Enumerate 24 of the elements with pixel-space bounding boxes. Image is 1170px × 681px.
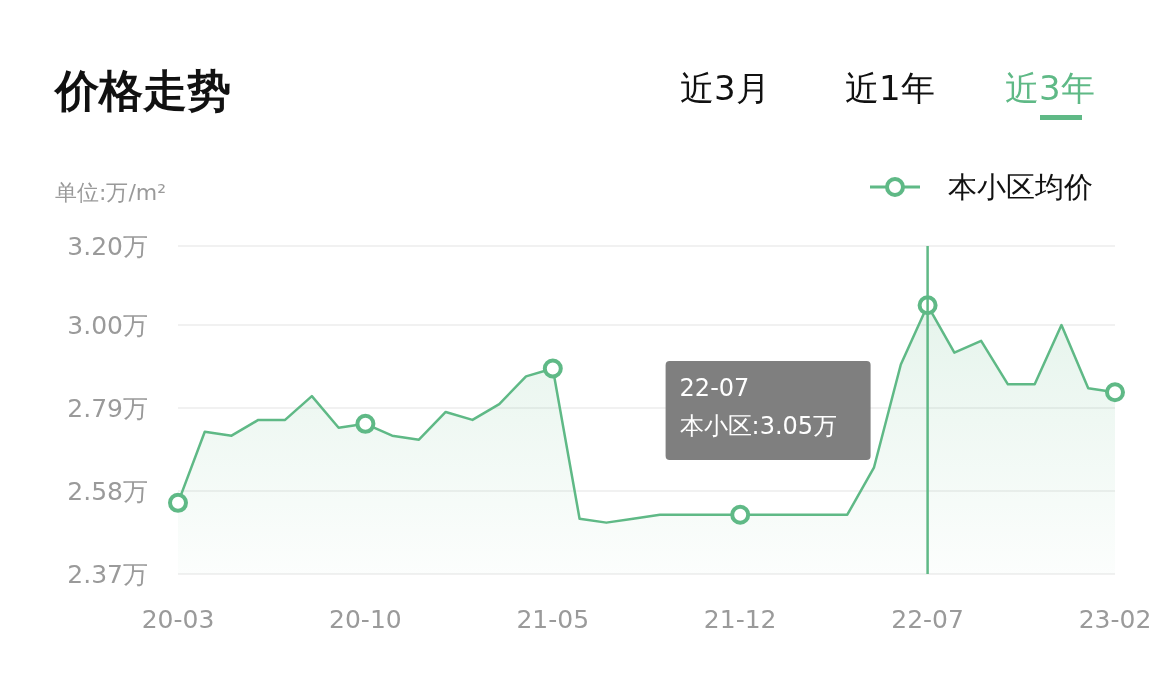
y-tick-label: 2.37万	[67, 560, 148, 589]
point	[542, 358, 563, 379]
annotation: 22-07	[679, 374, 750, 402]
chart-title: 价格走势	[53, 65, 231, 116]
text: 近3年	[1005, 68, 1095, 108]
text: 近1年	[845, 68, 935, 108]
x-tick-label: 21-05	[516, 605, 590, 634]
text: 近3月	[680, 68, 770, 108]
x-tick-label: 22-07	[891, 605, 964, 634]
x-tick-label: 20-10	[329, 605, 402, 634]
point	[730, 504, 751, 525]
x-tick-label: 21-12	[703, 605, 777, 634]
y-tick-label: 3.00万	[67, 311, 148, 341]
point	[355, 413, 376, 434]
y-tick-label: 2.79万	[67, 394, 148, 424]
point	[1105, 382, 1125, 403]
y-axis-title: 单位:万/m²	[55, 180, 167, 205]
y-tick-label: 2.58万	[67, 477, 148, 507]
legend-label: 本小区均价	[948, 170, 1093, 204]
x-tick-label: 23-02	[1078, 605, 1152, 634]
y-tick-label: 3.20万	[67, 232, 148, 261]
point	[168, 492, 188, 513]
annotation: 本小区:3.05万	[679, 412, 838, 440]
x-tick-label: 20-03	[141, 605, 215, 634]
